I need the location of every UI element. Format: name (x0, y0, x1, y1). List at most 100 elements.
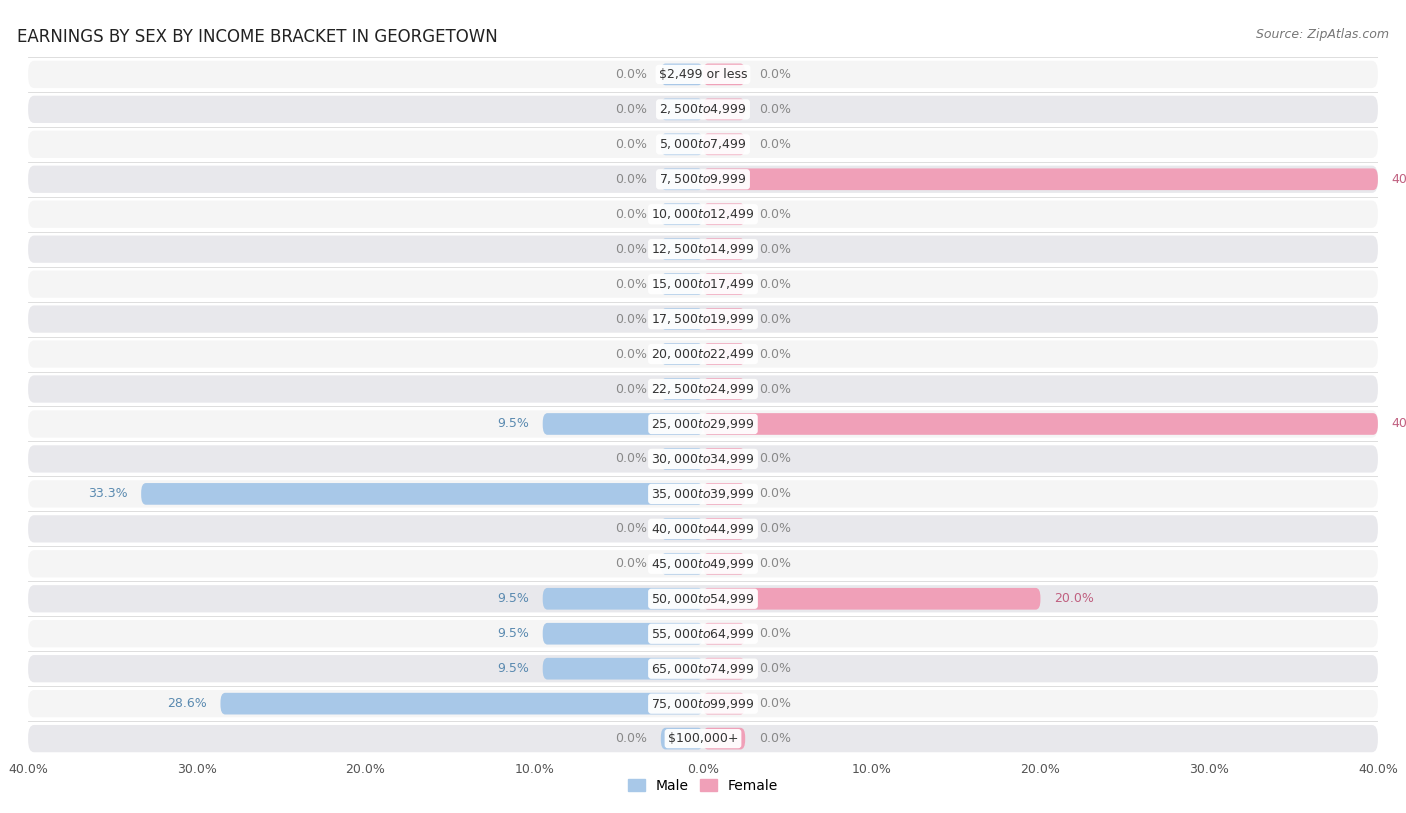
FancyBboxPatch shape (661, 308, 703, 330)
FancyBboxPatch shape (28, 725, 1378, 752)
FancyBboxPatch shape (28, 690, 1378, 717)
Text: $15,000 to $17,499: $15,000 to $17,499 (651, 277, 755, 291)
FancyBboxPatch shape (703, 658, 745, 680)
Text: 0.0%: 0.0% (759, 488, 790, 500)
Text: 9.5%: 9.5% (498, 418, 529, 430)
Text: 0.0%: 0.0% (759, 383, 790, 395)
FancyBboxPatch shape (703, 238, 745, 260)
Text: $55,000 to $64,999: $55,000 to $64,999 (651, 627, 755, 641)
FancyBboxPatch shape (703, 518, 745, 540)
FancyBboxPatch shape (661, 448, 703, 470)
Text: 0.0%: 0.0% (616, 278, 647, 290)
Text: $2,499 or less: $2,499 or less (659, 68, 747, 80)
FancyBboxPatch shape (28, 376, 1378, 402)
Text: 33.3%: 33.3% (89, 488, 128, 500)
Text: 0.0%: 0.0% (759, 138, 790, 150)
Text: 9.5%: 9.5% (498, 628, 529, 640)
FancyBboxPatch shape (28, 655, 1378, 682)
FancyBboxPatch shape (28, 515, 1378, 542)
FancyBboxPatch shape (703, 343, 745, 365)
Text: 0.0%: 0.0% (616, 173, 647, 185)
FancyBboxPatch shape (543, 413, 703, 435)
FancyBboxPatch shape (661, 728, 703, 750)
FancyBboxPatch shape (28, 550, 1378, 577)
FancyBboxPatch shape (703, 588, 1040, 610)
FancyBboxPatch shape (703, 728, 745, 750)
FancyBboxPatch shape (661, 98, 703, 120)
FancyBboxPatch shape (28, 236, 1378, 263)
Text: $2,500 to $4,999: $2,500 to $4,999 (659, 102, 747, 116)
Legend: Male, Female: Male, Female (623, 773, 783, 798)
Text: $25,000 to $29,999: $25,000 to $29,999 (651, 417, 755, 431)
Text: $45,000 to $49,999: $45,000 to $49,999 (651, 557, 755, 571)
FancyBboxPatch shape (661, 168, 703, 190)
Text: 0.0%: 0.0% (759, 628, 790, 640)
Text: $7,500 to $9,999: $7,500 to $9,999 (659, 172, 747, 186)
Text: $10,000 to $12,499: $10,000 to $12,499 (651, 207, 755, 221)
FancyBboxPatch shape (28, 585, 1378, 612)
Text: Source: ZipAtlas.com: Source: ZipAtlas.com (1256, 28, 1389, 41)
FancyBboxPatch shape (221, 693, 703, 715)
FancyBboxPatch shape (141, 483, 703, 505)
FancyBboxPatch shape (28, 166, 1378, 193)
FancyBboxPatch shape (703, 168, 1378, 190)
FancyBboxPatch shape (28, 271, 1378, 298)
Text: 0.0%: 0.0% (759, 208, 790, 220)
Text: $35,000 to $39,999: $35,000 to $39,999 (651, 487, 755, 501)
Text: 0.0%: 0.0% (759, 698, 790, 710)
Text: 0.0%: 0.0% (616, 313, 647, 325)
FancyBboxPatch shape (661, 203, 703, 225)
FancyBboxPatch shape (28, 131, 1378, 158)
Text: $22,500 to $24,999: $22,500 to $24,999 (651, 382, 755, 396)
FancyBboxPatch shape (661, 273, 703, 295)
FancyBboxPatch shape (28, 306, 1378, 333)
FancyBboxPatch shape (703, 63, 745, 85)
FancyBboxPatch shape (703, 553, 745, 575)
Text: 0.0%: 0.0% (759, 103, 790, 115)
Text: 0.0%: 0.0% (759, 348, 790, 360)
FancyBboxPatch shape (703, 448, 745, 470)
Text: 0.0%: 0.0% (759, 523, 790, 535)
Text: 0.0%: 0.0% (616, 348, 647, 360)
FancyBboxPatch shape (661, 343, 703, 365)
FancyBboxPatch shape (28, 201, 1378, 228)
Text: 0.0%: 0.0% (616, 68, 647, 80)
Text: $40,000 to $44,999: $40,000 to $44,999 (651, 522, 755, 536)
Text: $65,000 to $74,999: $65,000 to $74,999 (651, 662, 755, 676)
FancyBboxPatch shape (28, 446, 1378, 472)
Text: 0.0%: 0.0% (759, 558, 790, 570)
Text: 0.0%: 0.0% (616, 243, 647, 255)
Text: $50,000 to $54,999: $50,000 to $54,999 (651, 592, 755, 606)
Text: 0.0%: 0.0% (759, 453, 790, 465)
Text: 28.6%: 28.6% (167, 698, 207, 710)
Text: 9.5%: 9.5% (498, 593, 529, 605)
Text: $5,000 to $7,499: $5,000 to $7,499 (659, 137, 747, 151)
Text: EARNINGS BY SEX BY INCOME BRACKET IN GEORGETOWN: EARNINGS BY SEX BY INCOME BRACKET IN GEO… (17, 28, 498, 46)
Text: 0.0%: 0.0% (759, 663, 790, 675)
FancyBboxPatch shape (661, 63, 703, 85)
Text: 0.0%: 0.0% (616, 383, 647, 395)
FancyBboxPatch shape (703, 133, 745, 155)
FancyBboxPatch shape (28, 411, 1378, 437)
FancyBboxPatch shape (661, 378, 703, 400)
Text: 0.0%: 0.0% (759, 243, 790, 255)
Text: 0.0%: 0.0% (616, 208, 647, 220)
FancyBboxPatch shape (703, 308, 745, 330)
FancyBboxPatch shape (703, 273, 745, 295)
FancyBboxPatch shape (703, 693, 745, 715)
FancyBboxPatch shape (28, 480, 1378, 507)
FancyBboxPatch shape (661, 238, 703, 260)
FancyBboxPatch shape (28, 61, 1378, 88)
Text: 0.0%: 0.0% (759, 733, 790, 745)
FancyBboxPatch shape (543, 588, 703, 610)
Text: 0.0%: 0.0% (616, 558, 647, 570)
Text: 9.5%: 9.5% (498, 663, 529, 675)
FancyBboxPatch shape (28, 341, 1378, 367)
Text: 40.0%: 40.0% (1392, 418, 1406, 430)
FancyBboxPatch shape (703, 203, 745, 225)
Text: $30,000 to $34,999: $30,000 to $34,999 (651, 452, 755, 466)
Text: 0.0%: 0.0% (616, 138, 647, 150)
Text: $100,000+: $100,000+ (668, 733, 738, 745)
Text: $75,000 to $99,999: $75,000 to $99,999 (651, 697, 755, 711)
FancyBboxPatch shape (661, 518, 703, 540)
